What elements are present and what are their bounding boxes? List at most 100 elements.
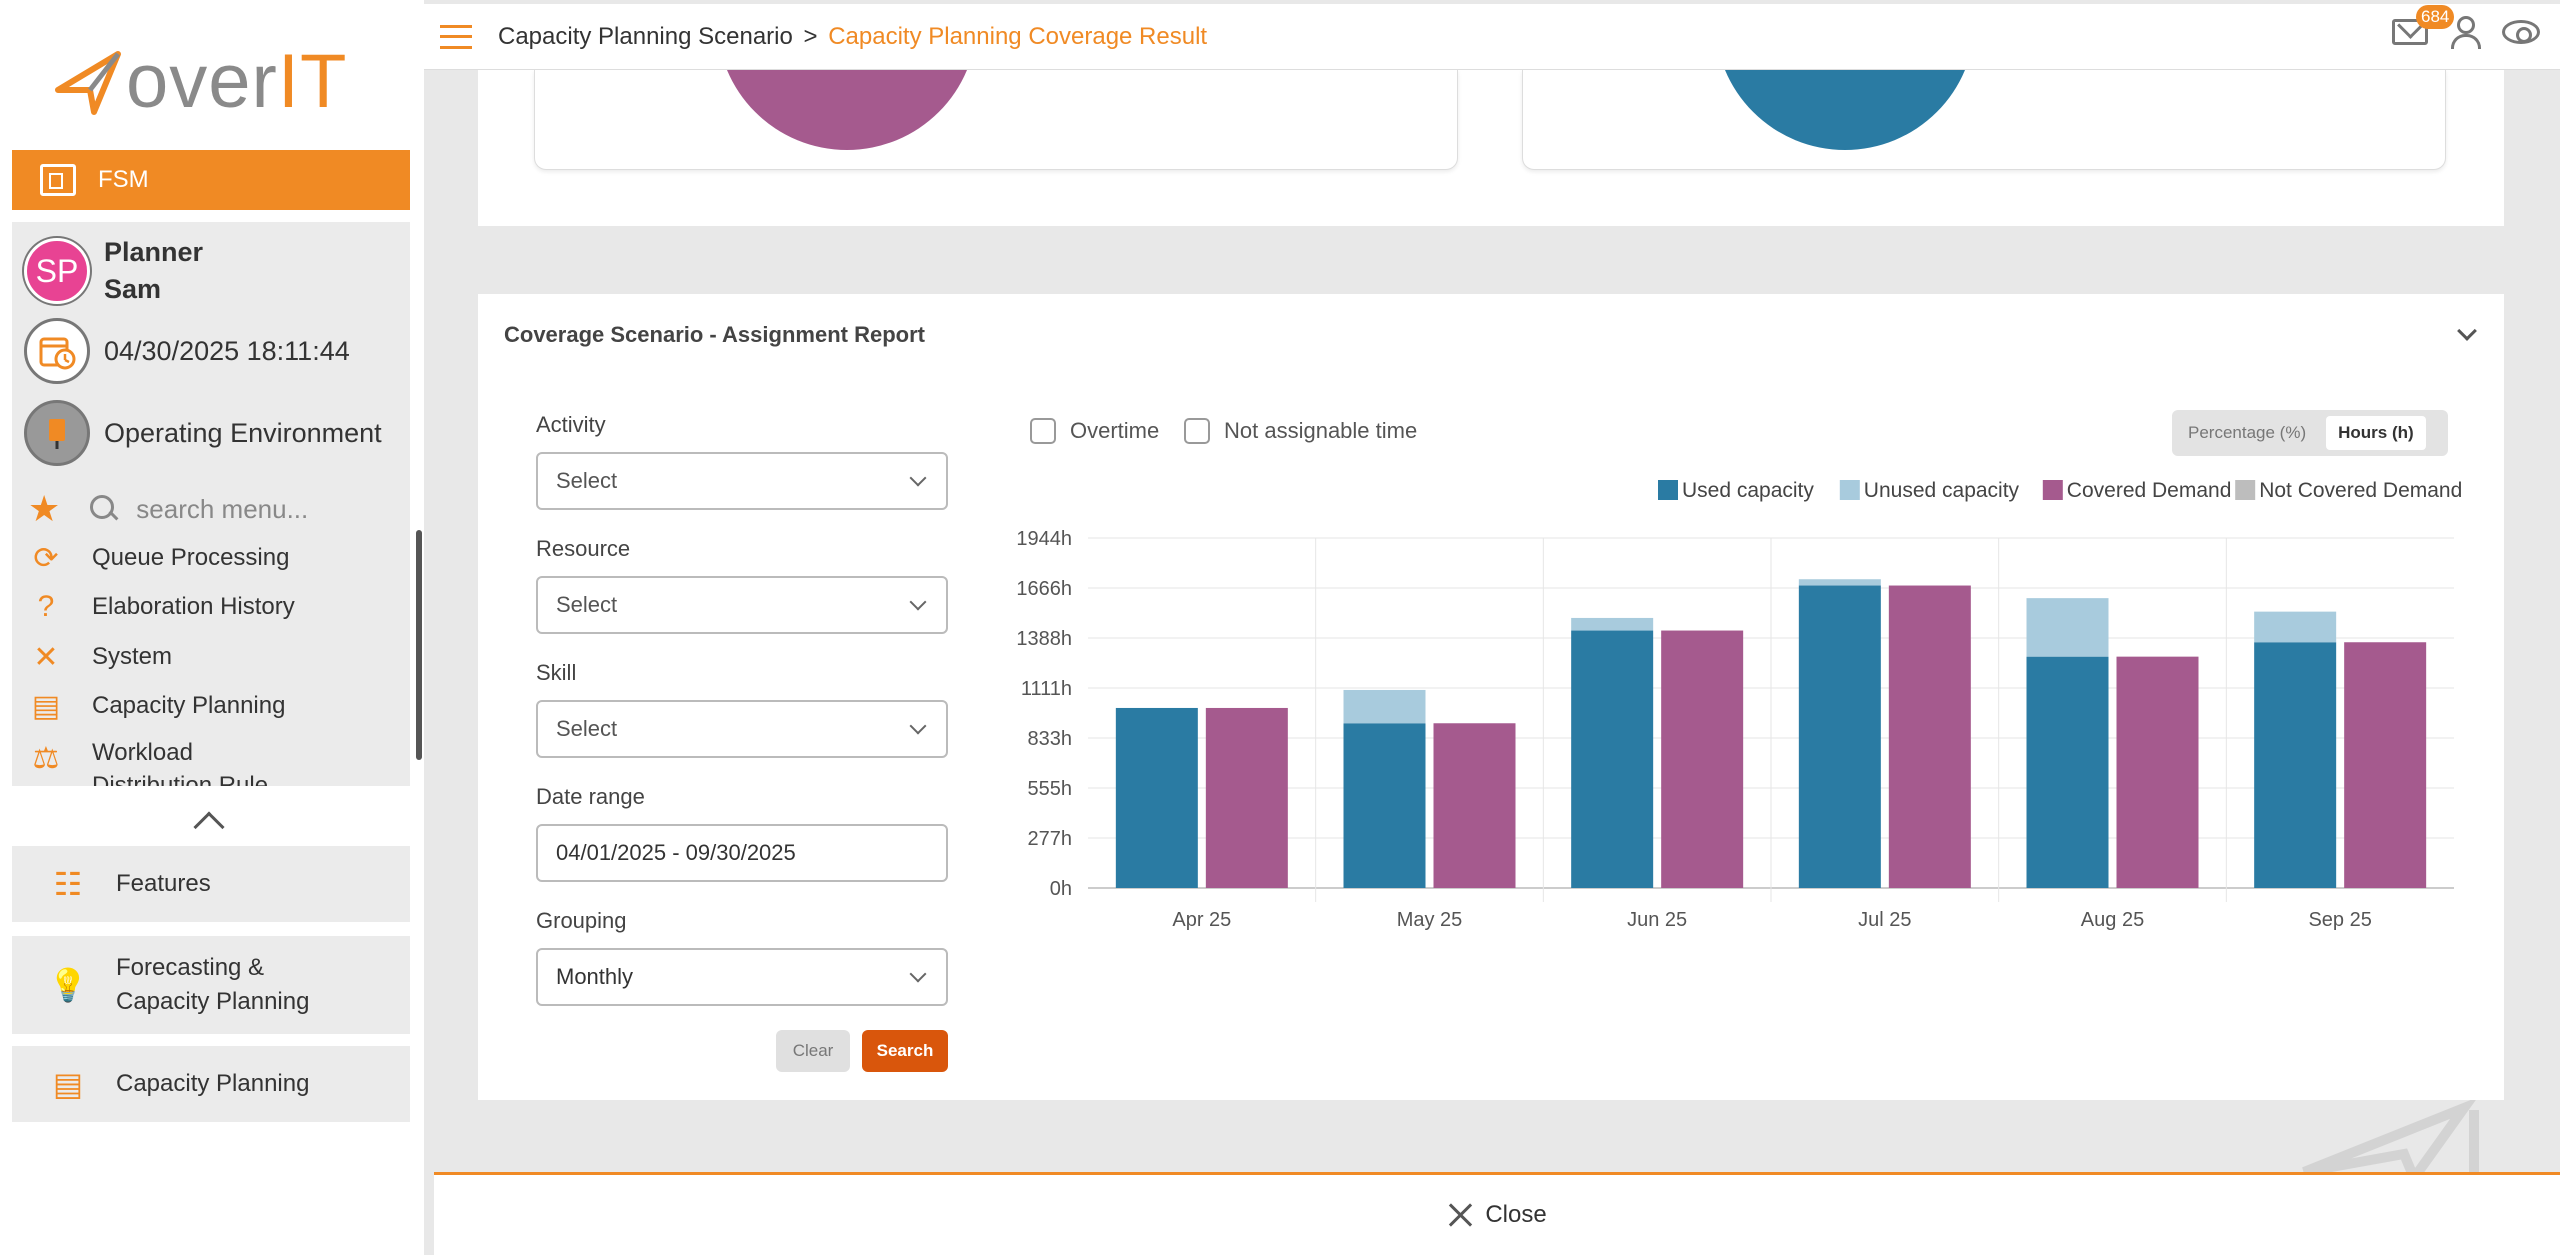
activity-label: Activity [536, 412, 606, 437]
app-label: FSM [98, 166, 149, 193]
menu-item-queue-processing[interactable]: ⟳ Queue Processing [28, 540, 289, 576]
legend-label: Unused capacity [1864, 479, 2020, 502]
x-tick-label: Aug 25 [2081, 909, 2144, 931]
legend-label: Not Covered Demand [2259, 479, 2462, 502]
activity-select[interactable]: Select [536, 452, 948, 510]
bar-used-capacity [1343, 723, 1426, 888]
topbar: Capacity Planning Scenario > Capacity Pl… [424, 4, 2560, 70]
avatar: SP [24, 238, 90, 304]
toggle-percentage[interactable]: Percentage (%) [2188, 423, 2307, 442]
bar-unused-capacity [1798, 579, 1881, 586]
bar-covered-demand [1205, 707, 1288, 888]
menu-item-capacity-planning[interactable]: ▤ Capacity Planning [28, 688, 286, 724]
chevron-down-icon[interactable] [2457, 321, 2477, 341]
brand-name: overIT [126, 39, 348, 124]
grouping-select[interactable]: Monthly [536, 948, 948, 1006]
user-profile-icon[interactable] [2450, 16, 2481, 49]
calendar-clock-icon [24, 318, 90, 384]
sidebar: overIT FSM SP Planner Sam 04/30/2025 18:… [0, 0, 424, 1255]
chevron-down-icon [909, 593, 927, 611]
menu-item-workload-distribution-rule[interactable]: ⚖ Workload Distribution Rule [28, 736, 292, 786]
nav-card-features[interactable]: ☷ Features [12, 846, 410, 922]
search-menu-input[interactable] [136, 493, 377, 525]
bar-covered-demand [1888, 585, 1971, 888]
app-selector-fsm[interactable]: FSM [12, 150, 410, 210]
y-tick-label: 1388h [1016, 628, 1072, 650]
bar-covered-demand [1433, 723, 1516, 888]
legend-label: Used capacity [1682, 479, 1814, 502]
overtime-checkbox[interactable]: Overtime [1030, 418, 1159, 444]
x-tick-label: Jun 25 [1627, 909, 1687, 931]
y-tick-label: 833h [1028, 728, 1073, 750]
clear-button[interactable]: Clear [776, 1030, 850, 1072]
chevron-down-icon [909, 469, 927, 487]
nav-card-capacity-planning[interactable]: ▤ Capacity Planning [12, 1046, 410, 1122]
pie-chart-left [717, 70, 977, 150]
resource-select[interactable]: Select [536, 576, 948, 634]
close-button[interactable]: Close [434, 1172, 2560, 1255]
search-button[interactable]: Search [862, 1030, 948, 1072]
menu-item-system[interactable]: ✕ System [28, 639, 172, 675]
chevron-up-icon[interactable] [193, 811, 225, 843]
skill-select[interactable]: Select [536, 700, 948, 758]
bar-covered-demand [1661, 630, 1744, 888]
legend-label: Covered Demand [2067, 479, 2232, 502]
chevron-down-icon [909, 717, 927, 735]
breadcrumb: Capacity Planning Scenario > Capacity Pl… [498, 23, 1207, 51]
clipboard-icon: ▤ [31, 689, 61, 723]
not-assignable-checkbox[interactable]: Not assignable time [1184, 418, 1417, 444]
y-tick-label: 555h [1028, 778, 1073, 800]
user-info[interactable]: SP Planner Sam [24, 234, 203, 308]
unit-toggle: Percentage (%) Hours (h) [2172, 410, 2448, 456]
nav-card-forecasting[interactable]: 💡 Forecasting & Capacity Planning [12, 936, 410, 1034]
search-icon [90, 495, 118, 523]
bulb-icon: 💡 [48, 967, 88, 1003]
scale-icon: ⚖ [32, 741, 60, 775]
y-tick-label: 277h [1028, 828, 1073, 850]
environment-row[interactable]: Operating Environment [24, 400, 382, 466]
mail-icon [2392, 19, 2428, 45]
sidebar-scrollbar[interactable] [416, 530, 422, 760]
resource-value: Select [556, 592, 618, 617]
bar-covered-demand [2116, 656, 2199, 888]
bar-covered-demand [2344, 642, 2427, 888]
overit-arrow-icon [55, 51, 121, 115]
menu-item-label: Capacity Planning [92, 692, 286, 719]
chevron-down-icon [909, 965, 927, 983]
x-tick-label: Sep 25 [2308, 909, 2371, 931]
clipboard-icon: ▤ [52, 1066, 84, 1102]
bar-used-capacity [1571, 630, 1654, 888]
bar-unused-capacity [1343, 689, 1426, 724]
skill-label: Skill [536, 660, 577, 685]
x-tick-label: Apr 25 [1172, 909, 1231, 931]
menu-search: ★ [28, 488, 388, 530]
checkbox-box[interactable] [1030, 418, 1056, 444]
pie-card-right [1522, 70, 2446, 170]
features-icon: ☷ [53, 866, 83, 902]
favorites-star-icon[interactable]: ★ [28, 488, 61, 529]
hamburger-menu-icon[interactable] [440, 24, 472, 49]
eye-icon[interactable] [2502, 20, 2540, 44]
top-icons: 684 [2392, 5, 2540, 49]
notification-badge: 684 [2416, 5, 2455, 29]
checkbox-box[interactable] [1184, 418, 1210, 444]
notifications-button[interactable]: 684 [2392, 5, 2455, 45]
main-content: Coverage Scenario - Assignment Report Ac… [424, 70, 2560, 1255]
y-tick-label: 1944h [1016, 528, 1072, 550]
breadcrumb-scenario[interactable]: Capacity Planning Scenario [498, 22, 793, 50]
toggle-hours[interactable]: Hours (h) [2326, 416, 2426, 450]
close-label: Close [1485, 1201, 1547, 1228]
menu-item-elaboration-history[interactable]: ? Elaboration History [28, 589, 295, 625]
date-range-input[interactable]: 04/01/2025 - 09/30/2025 [536, 824, 948, 882]
bar-used-capacity [1798, 585, 1881, 888]
report-title: Coverage Scenario - Assignment Report [504, 322, 925, 347]
tools-icon: ✕ [33, 640, 59, 674]
nav-card-label: Capacity Planning [116, 1070, 310, 1097]
y-tick-label: 1666h [1016, 578, 1072, 600]
legend-swatch [1658, 480, 1678, 500]
menu-item-label: Workload Distribution Rule [92, 739, 269, 786]
resource-label: Resource [536, 536, 631, 561]
bar-unused-capacity [2254, 611, 2337, 643]
overit-logo: overIT [54, 42, 374, 122]
pie-card-left [534, 70, 1458, 170]
